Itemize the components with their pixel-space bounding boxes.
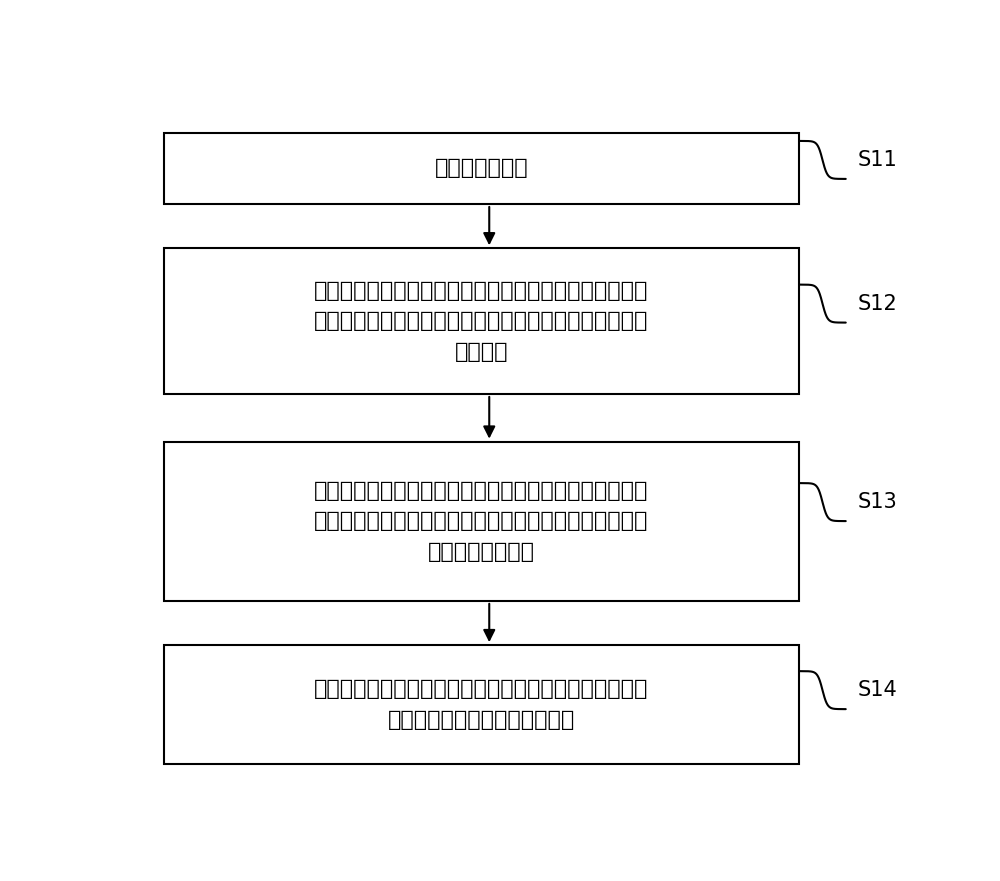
FancyBboxPatch shape: [164, 441, 799, 601]
Text: 在获取到通过所述目标报价链接反馈的报价信息后，将所
述报价信息与所述令牌进行绑定: 在获取到通过所述目标报价链接反馈的报价信息后，将所 述报价信息与所述令牌进行绑定: [314, 679, 649, 729]
Text: 向与所述采购询价单匹配的至少一供应商发送包含报价链
接的询价电子邮件；其中，不同供应商对应的所述报价链
接不相同: 向与所述采购询价单匹配的至少一供应商发送包含报价链 接的询价电子邮件；其中，不同…: [314, 281, 649, 361]
FancyBboxPatch shape: [164, 645, 799, 764]
FancyBboxPatch shape: [164, 133, 799, 204]
Text: 获取采购询价单: 获取采购询价单: [435, 159, 528, 179]
FancyBboxPatch shape: [164, 248, 799, 394]
Text: S13: S13: [857, 492, 897, 512]
Text: 在检测到目标报价链接被访问时，基于目标供应商以及所
述采购询价单生成令牌；所述目标供应商为所述目标报价
链接对应的供应商: 在检测到目标报价链接被访问时，基于目标供应商以及所 述采购询价单生成令牌；所述目…: [314, 481, 649, 561]
Text: S11: S11: [857, 150, 897, 170]
Text: S12: S12: [857, 293, 897, 314]
Text: S14: S14: [857, 680, 897, 700]
